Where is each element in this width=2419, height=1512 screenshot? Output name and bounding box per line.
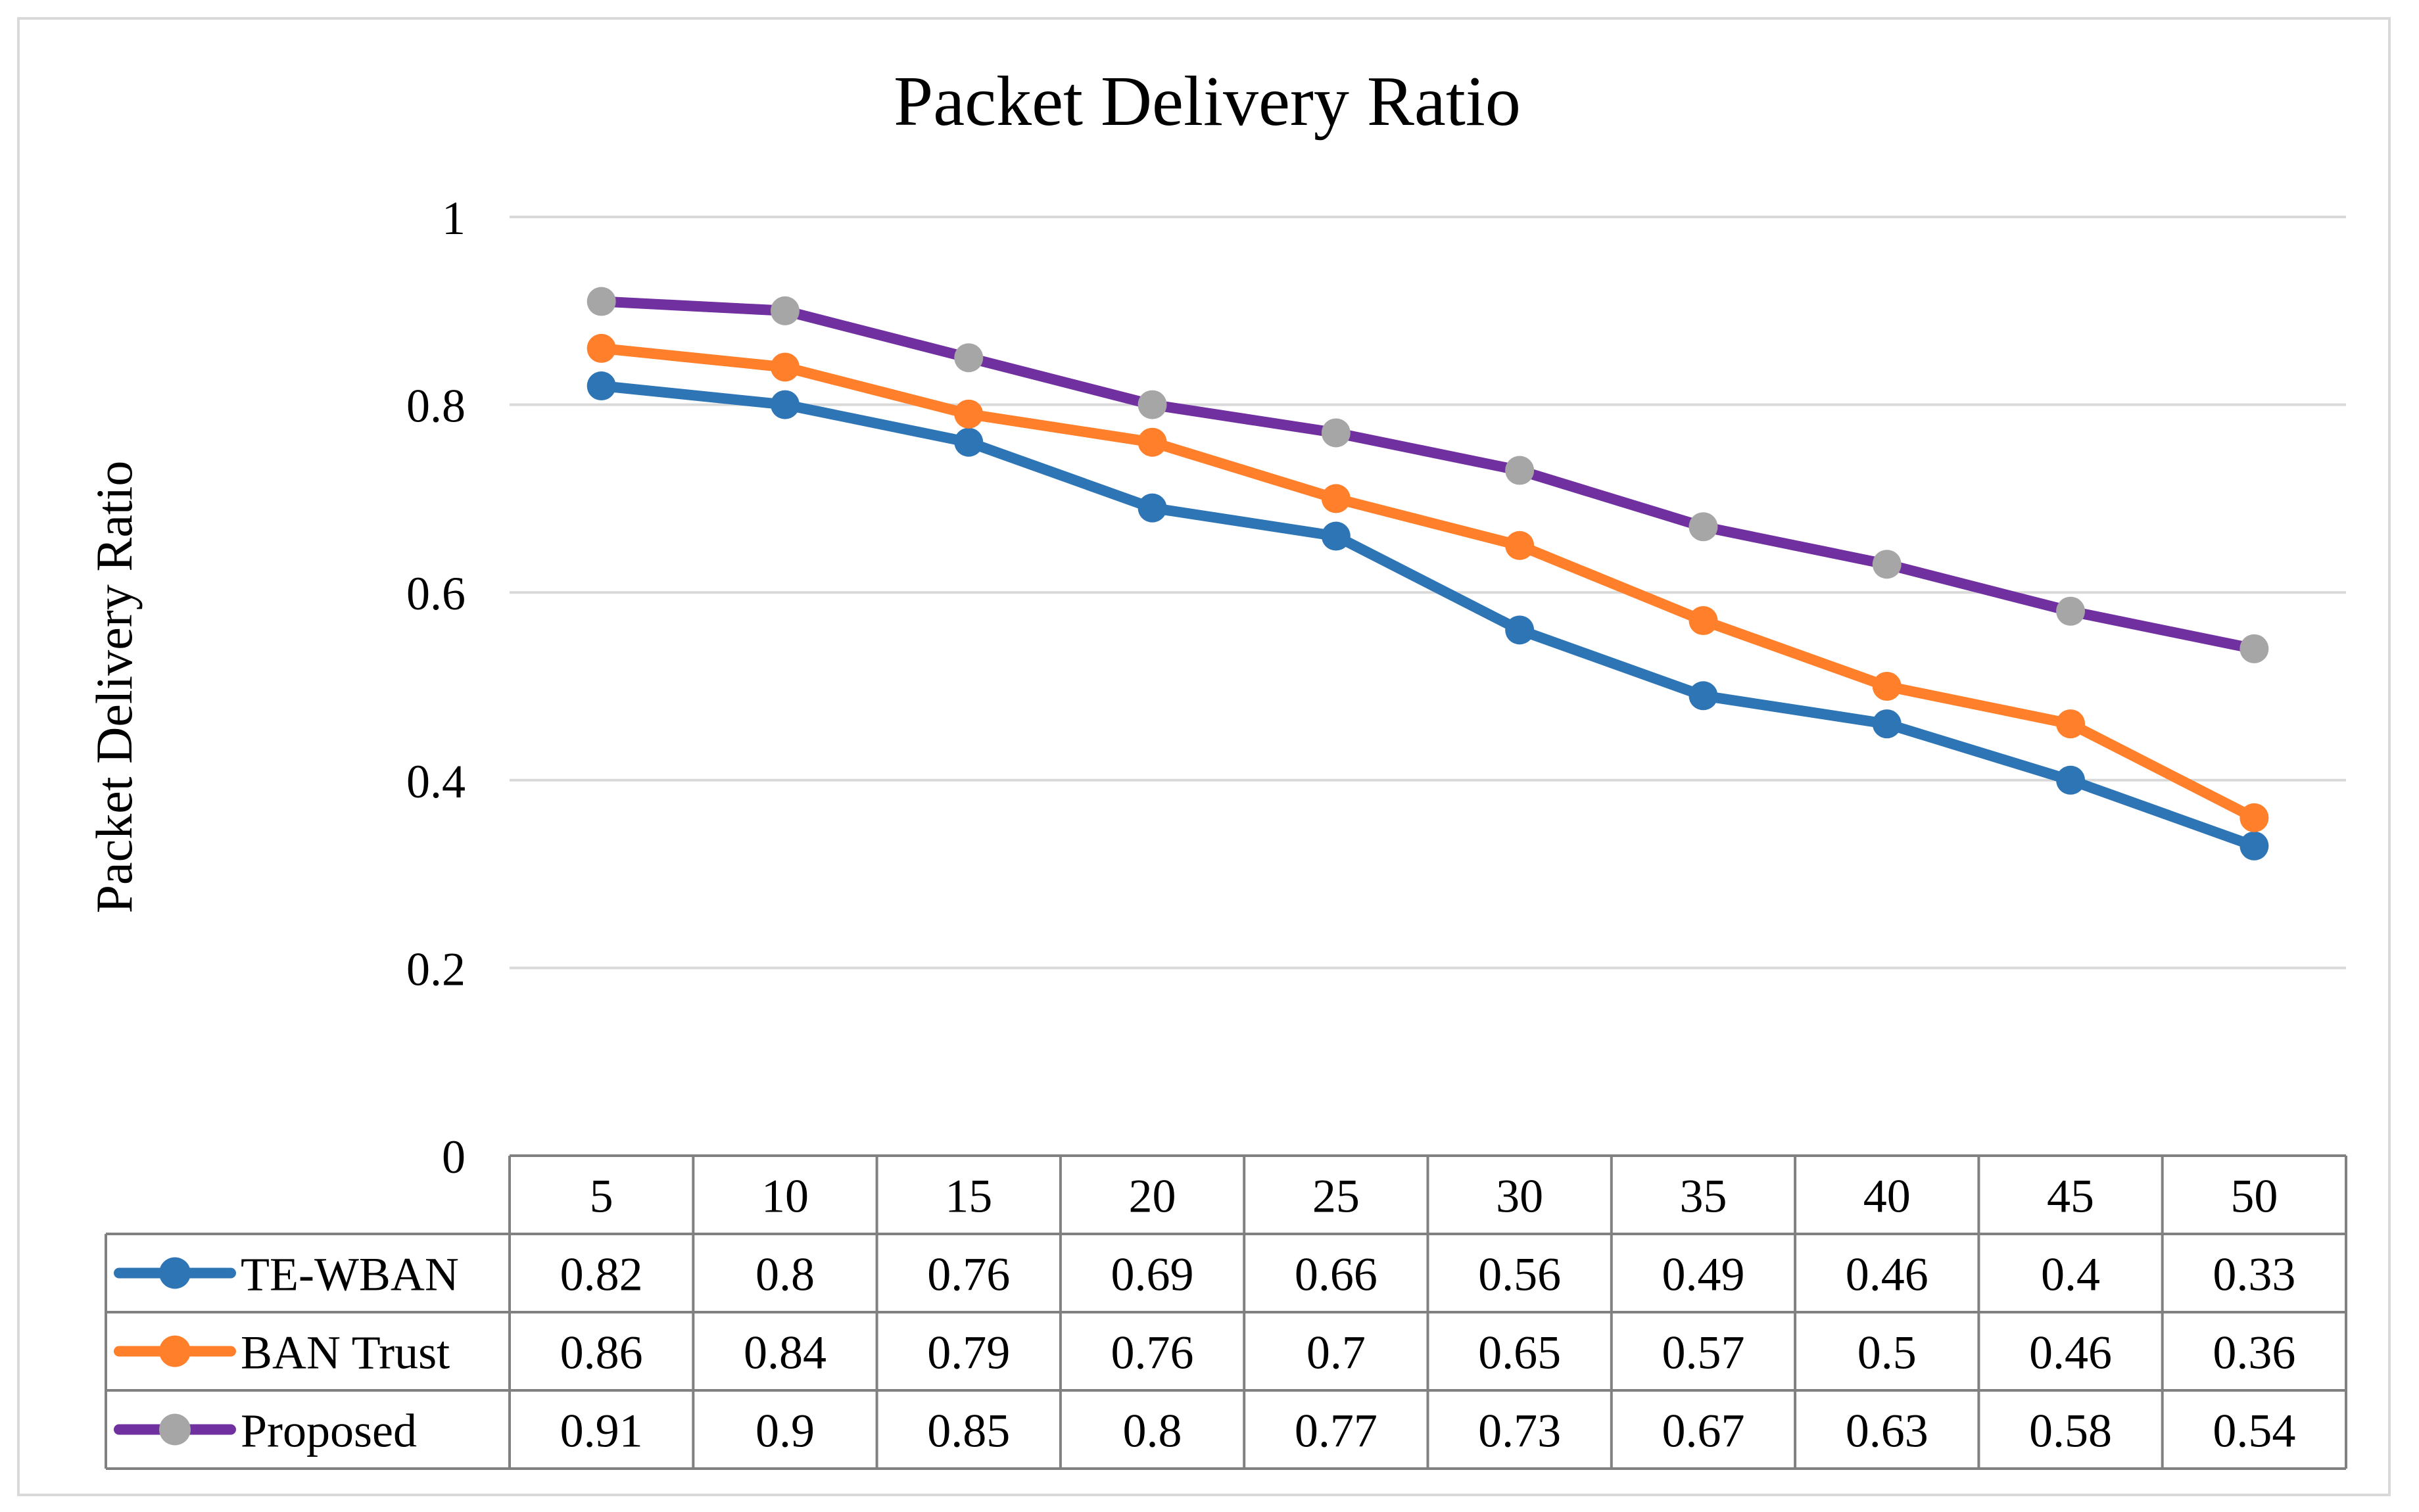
data-point-BAN Trust xyxy=(1138,427,1167,457)
data-table-value: 0.4 xyxy=(2041,1248,2100,1301)
data-table-value: 0.46 xyxy=(1846,1248,1928,1301)
x-category-label: 10 xyxy=(761,1170,809,1223)
y-tick-labels: 0 0.2 0.4 0.6 0.8 1 xyxy=(406,192,466,1183)
data-table-value: 0.73 xyxy=(1478,1405,1561,1457)
legend-marker-BAN Trust xyxy=(159,1335,191,1367)
data-point-BAN Trust xyxy=(2239,803,2269,832)
y-tick-label: 0.4 xyxy=(406,755,466,808)
data-table-value: 0.86 xyxy=(560,1327,643,1379)
y-tick-label: 1 xyxy=(442,192,466,245)
data-point-TE-WBAN xyxy=(1872,709,1902,739)
data-table-value: 0.36 xyxy=(2213,1327,2295,1379)
data-point-Proposed xyxy=(2239,634,2269,663)
data-point-TE-WBAN xyxy=(587,371,616,401)
data-table-value: 0.82 xyxy=(560,1248,643,1301)
data-point-BAN Trust xyxy=(770,352,800,382)
data-point-TE-WBAN xyxy=(1138,493,1167,523)
y-tick-label: 0.8 xyxy=(406,380,466,433)
data-point-Proposed xyxy=(587,287,616,316)
data-table-value: 0.5 xyxy=(1857,1327,1917,1379)
data-point-BAN Trust xyxy=(1505,531,1535,560)
data-point-Proposed xyxy=(1138,390,1167,419)
legend-marker-TE-WBAN xyxy=(159,1257,191,1289)
x-category-label: 50 xyxy=(2230,1170,2278,1223)
data-point-Proposed xyxy=(1321,418,1351,448)
data-point-TE-WBAN xyxy=(954,427,984,457)
data-table-value: 0.84 xyxy=(744,1327,826,1379)
x-category-label: 40 xyxy=(1863,1170,1911,1223)
data-table: 5 10 15 20 25 30 35 40 45 50 TE-WBAN 0.82 0.8 0.76 0.6… xyxy=(105,1154,2347,1470)
data-point-TE-WBAN xyxy=(770,390,800,419)
data-table-value: 0.56 xyxy=(1478,1248,1561,1301)
data-table-value: 0.76 xyxy=(927,1248,1010,1301)
data-table-value: 0.69 xyxy=(1111,1248,1194,1301)
data-point-Proposed xyxy=(770,296,800,325)
data-point-TE-WBAN xyxy=(1689,681,1718,711)
data-point-Proposed xyxy=(2056,596,2086,626)
data-point-TE-WBAN xyxy=(1321,521,1351,551)
data-point-Proposed xyxy=(1505,456,1535,485)
x-category-label: 35 xyxy=(1679,1170,1727,1223)
y-tick-label: 0.2 xyxy=(406,943,466,995)
data-table-value: 0.8 xyxy=(755,1248,815,1301)
x-category-label: 15 xyxy=(945,1170,992,1223)
data-point-BAN Trust xyxy=(2056,709,2086,739)
data-point-Proposed xyxy=(1689,512,1718,542)
x-category-label: 20 xyxy=(1129,1170,1176,1223)
data-table-value: 0.33 xyxy=(2213,1248,2295,1301)
y-tick-label: 0 xyxy=(442,1131,466,1183)
data-table-value: 0.9 xyxy=(755,1405,815,1457)
data-table-value: 0.85 xyxy=(927,1405,1010,1457)
legend-label-BAN Trust: BAN Trust xyxy=(241,1327,450,1379)
x-category-label: 30 xyxy=(1496,1170,1543,1223)
data-table-value: 0.8 xyxy=(1123,1405,1182,1457)
series-line-Proposed xyxy=(596,296,2260,654)
data-table-value: 0.63 xyxy=(1846,1405,1928,1457)
data-point-BAN Trust xyxy=(1689,606,1718,636)
data-point-TE-WBAN xyxy=(2056,765,2086,795)
data-point-TE-WBAN xyxy=(1505,615,1535,645)
series-lines xyxy=(587,287,2269,861)
data-table-value: 0.67 xyxy=(1662,1405,1744,1457)
legend-marker-Proposed xyxy=(159,1413,191,1446)
data-table-value: 0.7 xyxy=(1306,1327,1366,1379)
data-table-value: 0.46 xyxy=(2029,1327,2112,1379)
x-category-label: 5 xyxy=(590,1170,613,1223)
data-table-value: 0.49 xyxy=(1662,1248,1744,1301)
data-table-value: 0.65 xyxy=(1478,1327,1561,1379)
chart-title: Packet Delivery Ratio xyxy=(894,62,1521,141)
series-line-BAN Trust xyxy=(596,343,2260,823)
data-point-BAN Trust xyxy=(587,333,616,363)
data-table-value: 0.76 xyxy=(1111,1327,1194,1379)
y-tick-label: 0.6 xyxy=(406,567,466,620)
data-table-value: 0.58 xyxy=(2029,1405,2112,1457)
data-table-value: 0.79 xyxy=(927,1327,1010,1379)
y-axis-label: Packet Delivery Ratio xyxy=(85,461,143,914)
data-point-TE-WBAN xyxy=(2239,831,2269,861)
gridlines xyxy=(510,216,2346,970)
data-point-BAN Trust xyxy=(1321,484,1351,513)
data-table-value: 0.54 xyxy=(2213,1405,2295,1457)
data-point-Proposed xyxy=(1872,550,1902,579)
x-category-label: 25 xyxy=(1312,1170,1360,1223)
x-category-label: 45 xyxy=(2047,1170,2094,1223)
data-table-value: 0.91 xyxy=(560,1405,643,1457)
data-table-value: 0.57 xyxy=(1662,1327,1744,1379)
data-point-Proposed xyxy=(954,343,984,373)
legend-label-Proposed: Proposed xyxy=(241,1405,417,1457)
data-table-value: 0.66 xyxy=(1295,1248,1377,1301)
legend-label-TE-WBAN: TE-WBAN xyxy=(241,1248,459,1301)
data-table-value: 0.77 xyxy=(1295,1405,1377,1457)
data-point-BAN Trust xyxy=(954,399,984,429)
series-line-TE-WBAN xyxy=(596,381,2260,851)
data-point-BAN Trust xyxy=(1872,672,1902,701)
